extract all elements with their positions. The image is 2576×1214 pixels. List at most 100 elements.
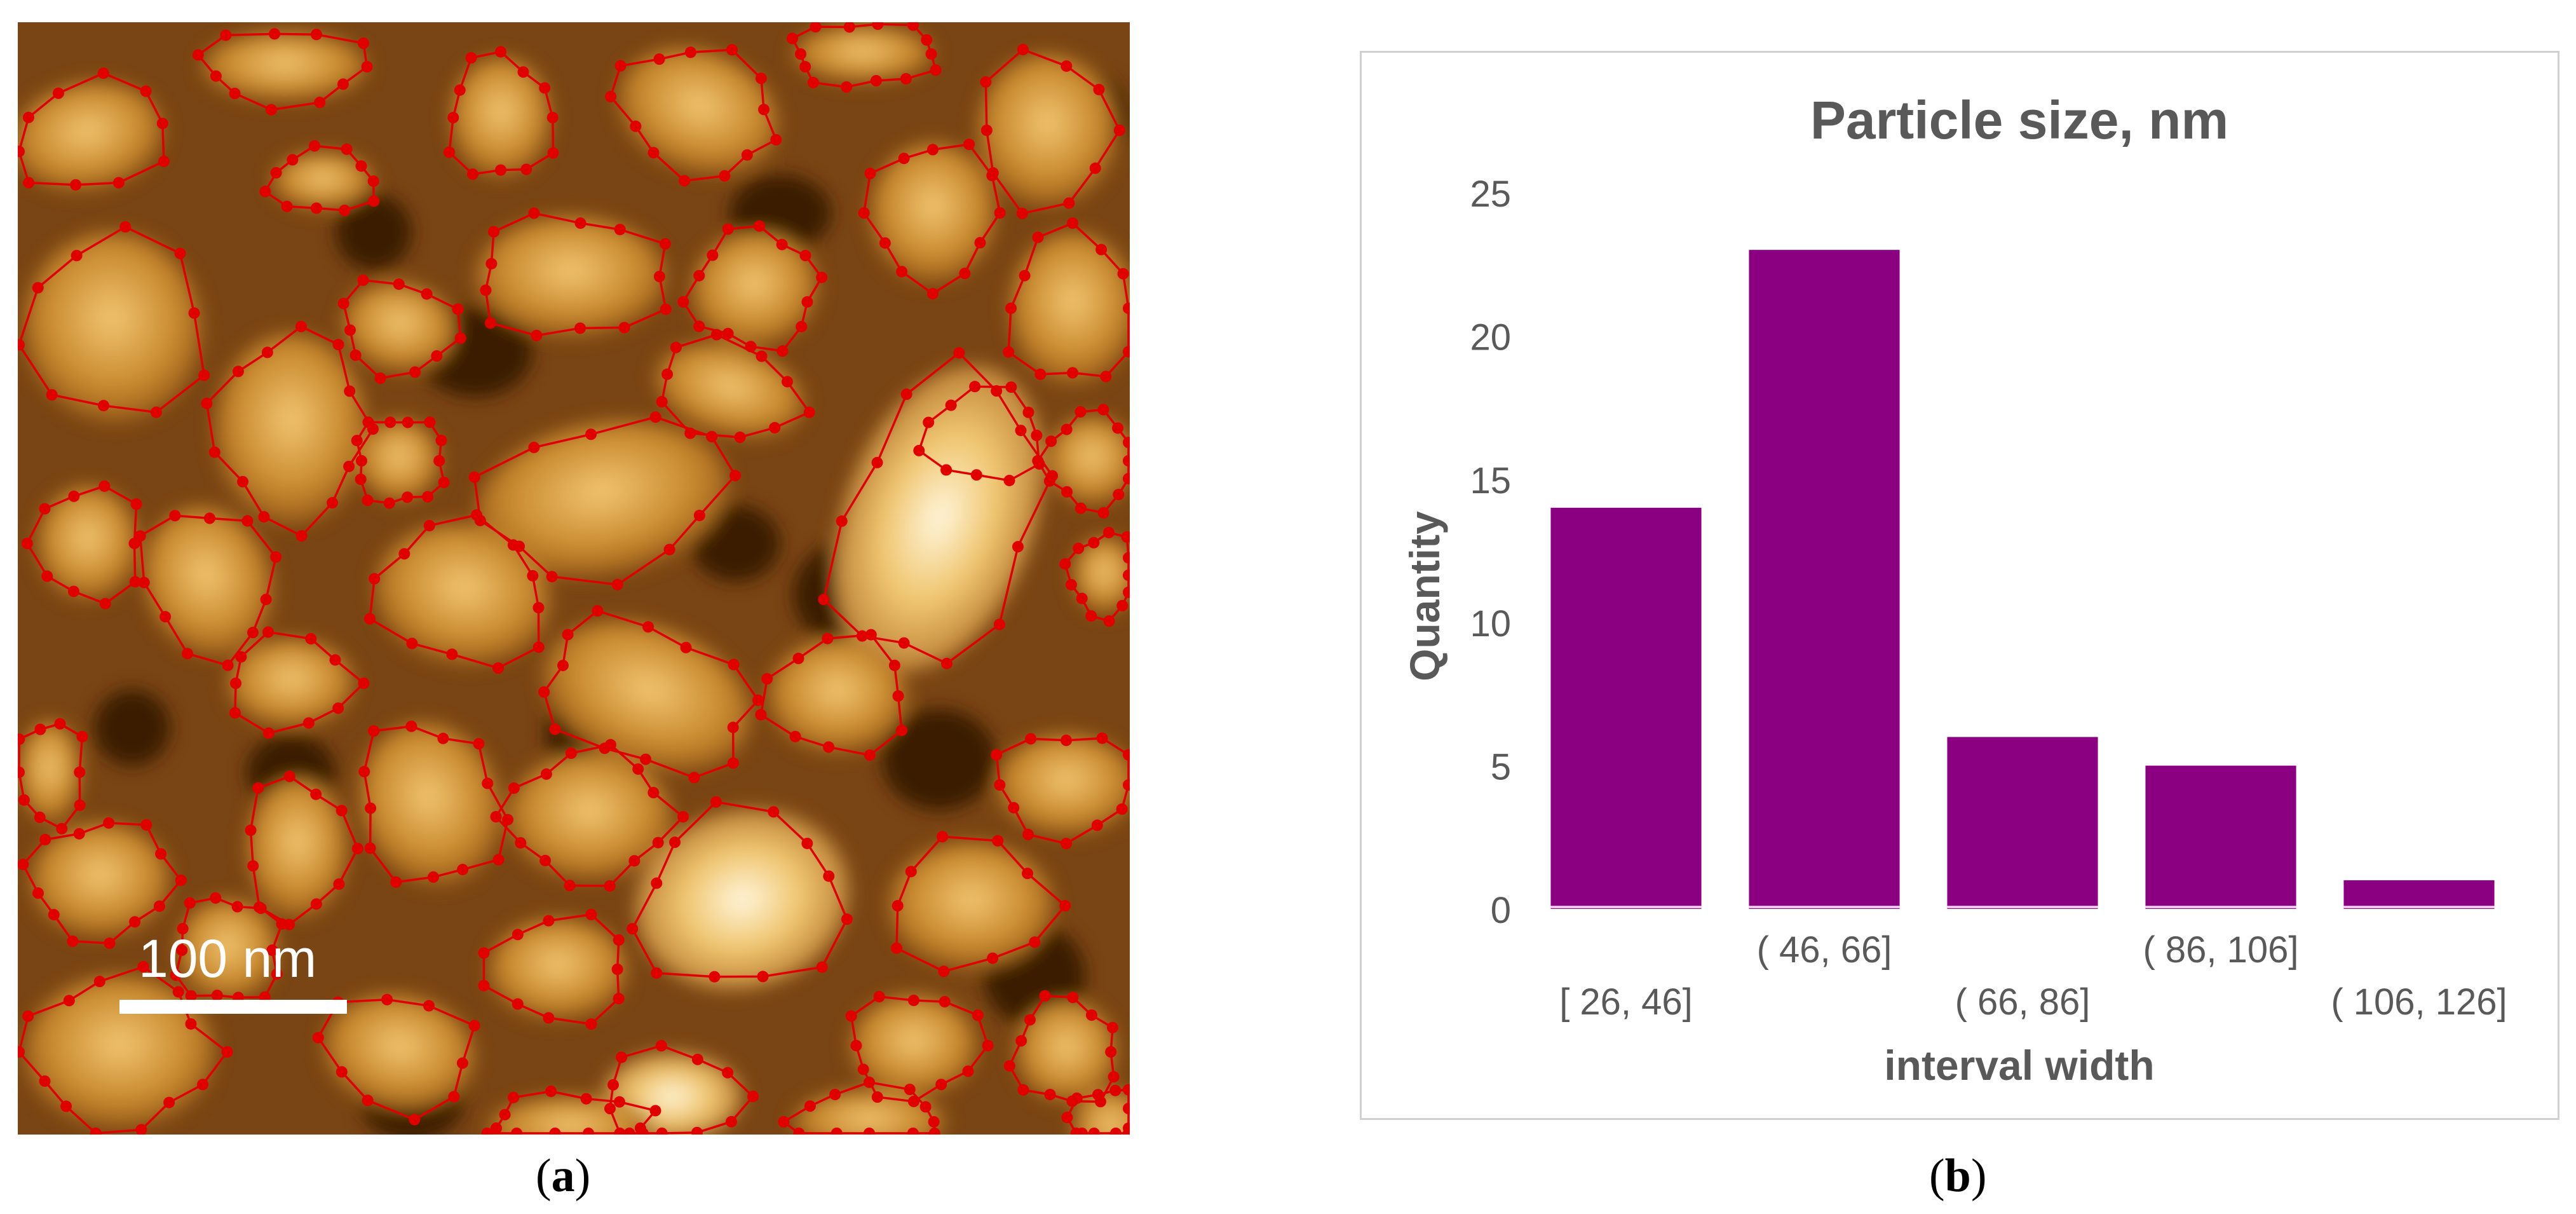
outline-vertex: [511, 1128, 523, 1135]
outline-vertex: [1070, 1128, 1082, 1135]
outline-vertex: [613, 993, 625, 1005]
outline-vertex: [656, 396, 668, 408]
outline-vertex: [490, 1122, 502, 1134]
outline-vertex: [818, 594, 830, 606]
afm-particles: [18, 25, 1130, 1135]
outline-vertex: [295, 320, 307, 332]
outline-vertex: [259, 186, 271, 198]
outline-vertex: [1043, 475, 1055, 487]
outline-vertex: [585, 1018, 597, 1030]
outline-vertex: [368, 195, 380, 207]
outline-vertex: [446, 648, 458, 660]
outline-vertex: [871, 456, 883, 468]
outline-vertex: [741, 149, 753, 161]
outline-vertex: [781, 376, 793, 388]
outline-vertex: [466, 168, 478, 181]
outline-vertex: [549, 723, 561, 735]
outline-vertex: [374, 372, 386, 385]
outline-vertex: [156, 118, 168, 130]
outline-vertex: [923, 416, 935, 428]
outline-vertex: [647, 787, 660, 799]
afm-image: 100 nm: [18, 22, 1130, 1135]
outline-vertex: [71, 250, 83, 262]
outline-vertex: [752, 694, 764, 706]
outline-vertex: [693, 320, 705, 332]
outline-vertex: [444, 146, 456, 158]
outline-vertex: [247, 627, 259, 639]
outline-vertex: [896, 725, 908, 737]
outline-vertex: [1105, 1046, 1117, 1058]
outline-vertex: [368, 725, 380, 737]
particle: [888, 842, 1054, 969]
outline-vertex: [1022, 406, 1034, 418]
x-axis-ticks: [ 26, 46] ( 46, 66] ( 66, 86] ( 86, 106] ( 1…: [1559, 929, 2507, 1023]
scale-bar: [119, 1000, 347, 1014]
outline-vertex: [351, 843, 363, 854]
outline-vertex: [485, 257, 498, 269]
outline-vertex: [693, 510, 705, 522]
particle: [507, 753, 672, 880]
outline-vertex: [810, 22, 822, 33]
outline-vertex: [390, 876, 402, 888]
outline-vertex: [153, 900, 165, 912]
outline-vertex: [539, 854, 552, 866]
outline-vertex: [532, 602, 545, 614]
outline-vertex: [1067, 217, 1078, 229]
outline-vertex: [502, 814, 514, 826]
outline-vertex: [540, 768, 552, 780]
outline-vertex: [495, 46, 506, 58]
outline-vertex: [1071, 1092, 1083, 1104]
y-tick-label: 15: [1470, 460, 1511, 501]
outline-vertex: [527, 569, 539, 582]
outline-vertex: [611, 964, 623, 975]
outline-vertex: [266, 104, 278, 116]
outline-vertex: [1123, 346, 1130, 358]
x-axis-label: interval width: [1884, 1042, 2154, 1089]
outline-vertex: [1123, 749, 1130, 761]
bar: [1947, 737, 2098, 909]
outline-vertex: [972, 1009, 984, 1021]
outline-vertex: [1025, 733, 1037, 745]
outline-vertex: [939, 995, 951, 1007]
outline-vertex: [528, 441, 540, 453]
outline-vertex: [473, 738, 485, 750]
outline-vertex: [1123, 473, 1130, 485]
outline-vertex: [135, 1124, 147, 1135]
outline-vertex: [129, 576, 141, 588]
outline-vertex: [1123, 1128, 1130, 1135]
outline-vertex: [611, 578, 623, 590]
outline-vertex: [312, 1032, 324, 1044]
outline-vertex: [793, 1128, 805, 1135]
outline-vertex: [898, 153, 910, 165]
particle: [227, 639, 355, 728]
outline-vertex: [362, 1095, 374, 1107]
outline-vertex: [900, 388, 912, 400]
outline-vertex: [409, 1114, 421, 1126]
outline-vertex: [358, 766, 370, 778]
particle: [488, 918, 628, 1020]
outline-vertex: [528, 207, 540, 219]
outline-vertex: [896, 266, 908, 278]
outline-vertex: [816, 271, 828, 283]
outline-vertex: [1123, 779, 1130, 791]
outline-vertex: [722, 1067, 734, 1079]
outline-vertex: [103, 817, 115, 829]
outline-vertex: [613, 1096, 625, 1108]
outline-vertex: [197, 1079, 209, 1091]
outline-vertex: [130, 498, 142, 510]
caption-b: (b): [1929, 1150, 1987, 1202]
outline-vertex: [796, 320, 808, 332]
outline-vertex: [1123, 586, 1130, 598]
outline-vertex: [756, 350, 768, 362]
outline-vertex: [585, 428, 597, 440]
outline-vertex: [755, 709, 767, 721]
outline-vertex: [314, 97, 326, 109]
particle: [617, 48, 778, 175]
outline-vertex: [310, 29, 322, 41]
outline-vertex: [1109, 1084, 1122, 1096]
outline-vertex: [655, 1040, 667, 1052]
outline-vertex: [1123, 303, 1130, 314]
outline-vertex: [63, 995, 75, 1007]
outline-vertex: [32, 887, 44, 899]
particle-outline: [139, 514, 278, 667]
